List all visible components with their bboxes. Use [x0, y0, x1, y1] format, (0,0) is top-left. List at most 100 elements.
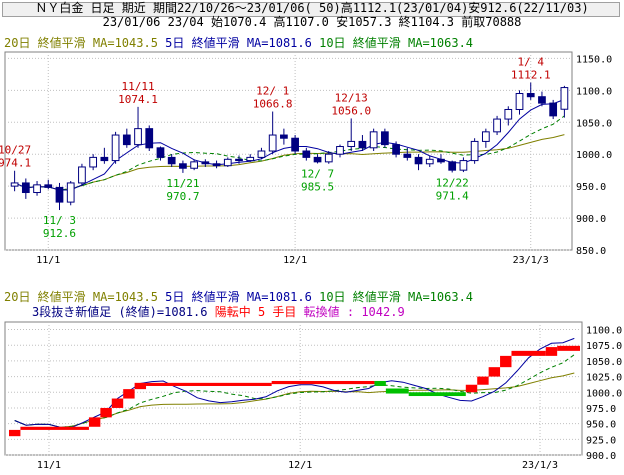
candle-body	[302, 150, 311, 158]
candle-body	[324, 153, 333, 163]
status-turn: 転換値 : 1042.9	[303, 305, 405, 319]
candle-body	[437, 158, 445, 163]
low-annotation-value: 971.4	[436, 189, 469, 202]
lower-ytick-label: 1100.0	[586, 326, 622, 337]
high-annotation-date: 10/27	[0, 144, 31, 157]
rise-block	[271, 380, 375, 385]
candle-body	[560, 87, 569, 110]
candle-body	[515, 93, 524, 110]
candle-body	[190, 161, 198, 169]
candle-body	[100, 156, 109, 162]
candle-body	[21, 182, 30, 194]
legend-ma5: 5日 終値平滑 MA=1081.6	[165, 36, 312, 50]
low-annotation-date: 11/21	[166, 177, 199, 190]
candle-body	[223, 158, 232, 167]
upper-legend: 20日 終値平滑 MA=1043.5 5日 終値平滑 MA=1081.6 10日…	[4, 36, 473, 50]
candle-body	[538, 96, 546, 104]
upper-ytick-label: 1150.0	[576, 54, 612, 65]
rise-block	[100, 407, 112, 418]
rise-block	[557, 345, 580, 351]
candle-body	[10, 182, 19, 187]
rise-block	[146, 382, 272, 386]
candle-body	[381, 131, 389, 146]
candle-body	[481, 131, 490, 142]
candle-body	[392, 144, 400, 155]
lower-xtick-label: 23/1/3	[522, 460, 558, 471]
low-annotation-date: 11/ 3	[43, 214, 76, 227]
lower-xtick-label: 12/1	[288, 460, 312, 471]
low-annotation-value: 912.6	[43, 227, 76, 240]
lower-ytick-label: 975.0	[586, 404, 616, 415]
upper-ytick-label: 1100.0	[576, 86, 612, 97]
fall-block	[408, 392, 466, 397]
candle-body	[526, 93, 535, 98]
legend-ma20: 20日 終値平滑 MA=1043.5	[4, 36, 158, 50]
rise-block	[134, 382, 147, 390]
candle-body	[280, 134, 288, 139]
rise-block	[477, 376, 489, 385]
lower-ytick-label: 1000.0	[586, 388, 622, 399]
low-annotation-date: 12/ 7	[301, 167, 334, 180]
lower-ytick-label: 925.0	[586, 435, 616, 446]
lower-ma10-line	[14, 354, 575, 428]
candle-body	[44, 184, 53, 188]
high-annotation-date: 12/ 1	[256, 85, 289, 98]
candle-body	[89, 156, 98, 168]
high-annotation-value: 1112.1	[511, 69, 551, 82]
candle-body	[425, 158, 434, 165]
high-annotation-value: 1074.1	[118, 93, 158, 106]
rise-block	[111, 398, 124, 408]
candle-body	[414, 156, 423, 165]
candle-body	[212, 163, 221, 167]
candle-body	[549, 102, 558, 117]
fall-block	[385, 388, 409, 394]
high-annotation-value: 1066.8	[253, 98, 293, 111]
candle-body	[55, 186, 64, 203]
candle-body	[313, 156, 322, 163]
candle-body	[470, 140, 479, 162]
lower-status: 3段抜き新値足 (終値)=1081.6 陽転中 5 手目 転換値 : 1042.…	[32, 305, 405, 319]
lower-legend: 20日 終値平滑 MA=1043.5 5日 終値平滑 MA=1081.6 10日…	[4, 290, 473, 304]
candle-body	[369, 131, 378, 149]
lower-legend-ma10: 10日 終値平滑 MA=1063.4	[319, 290, 474, 304]
high-annotation-date: 1/ 4	[517, 56, 544, 69]
legend-ma10: 10日 終値平滑 MA=1063.4	[319, 36, 474, 50]
low-annotation-date: 12/22	[436, 176, 469, 189]
header-bar	[2, 2, 620, 17]
status-count: 5 手目	[257, 305, 297, 319]
candle-body	[336, 146, 344, 155]
lower-ytick-label: 950.0	[586, 420, 616, 431]
rise-block	[465, 384, 478, 393]
candle-body	[246, 156, 255, 162]
rise-block	[123, 389, 135, 399]
ma10-line	[14, 115, 565, 191]
lower-ytick-label: 1075.0	[586, 341, 622, 352]
candle-body	[33, 184, 41, 194]
lower-ytick-label: 1050.0	[586, 357, 622, 368]
candle-body	[493, 118, 501, 133]
candle-body	[358, 140, 367, 149]
rise-block	[511, 350, 546, 356]
candle-body	[78, 166, 86, 184]
lower-ytick-label: 1025.0	[586, 373, 622, 384]
upper-ytick-label: 950.0	[576, 182, 606, 193]
candle-body	[347, 140, 356, 148]
low-annotation-value: 985.5	[301, 180, 334, 193]
upper-xtick-label: 11/1	[36, 255, 60, 266]
candle-body	[145, 128, 154, 149]
high-annotation-value: 974.1	[0, 157, 31, 170]
upper-ytick-label: 850.0	[576, 246, 606, 257]
lower-plot-frame	[4, 321, 583, 456]
chart-header-title: ＮＹ白金 日足 期近 期間22/10/26～23/01/06( 50)高1112…	[35, 1, 589, 15]
candle-body	[257, 150, 266, 158]
candle-body	[122, 134, 131, 146]
upper-ytick-label: 900.0	[576, 214, 606, 225]
candle-body	[268, 134, 277, 152]
lower-legend-ma20: 20日 終値平滑 MA=1043.5	[4, 290, 158, 304]
rise-block	[545, 347, 558, 356]
candle-body	[235, 158, 243, 162]
rise-block	[20, 426, 89, 430]
candle-body	[403, 153, 412, 158]
lower-legend-ma5: 5日 終値平滑 MA=1081.6	[165, 290, 312, 304]
